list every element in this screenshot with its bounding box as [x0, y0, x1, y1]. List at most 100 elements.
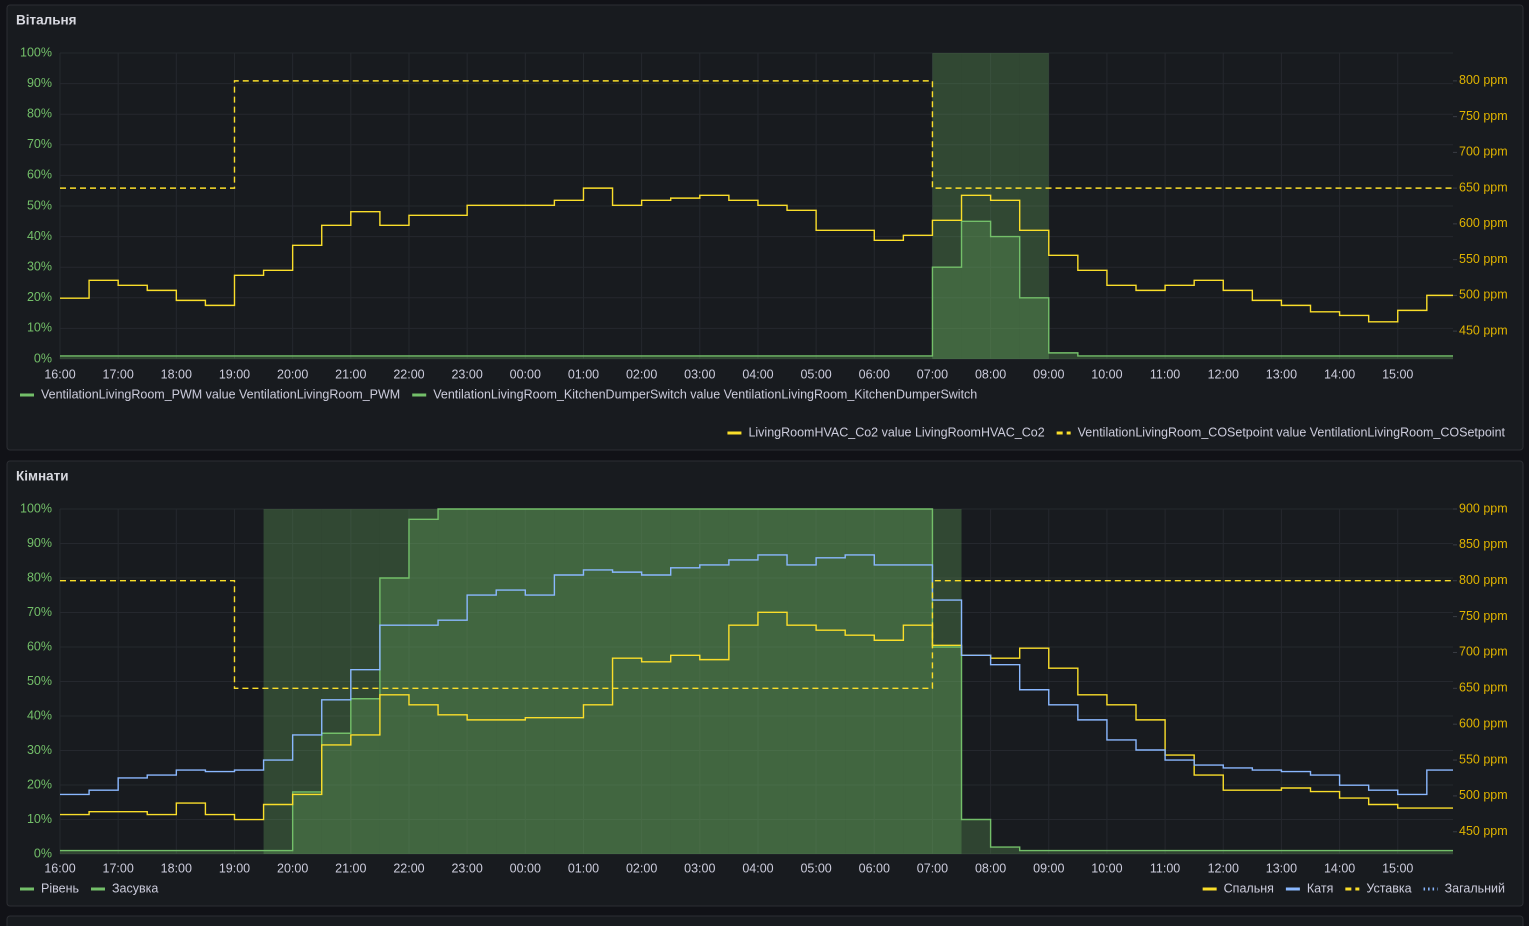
x-tick-label: 16:00 [44, 367, 75, 381]
y-tick-label: 0% [34, 846, 52, 860]
x-tick-label: 19:00 [219, 367, 250, 381]
x-tick-label: 11:00 [1150, 861, 1180, 875]
band [438, 509, 468, 854]
x-tick-label: 23:00 [451, 861, 482, 875]
y2-tick-label: 700 ppm [1459, 645, 1508, 659]
x-tick-label: 17:00 [103, 367, 134, 381]
y2-tick-label: 450 ppm [1459, 824, 1508, 838]
legend-label: Катя [1307, 881, 1333, 895]
x-tick-label: 11:00 [1150, 367, 1180, 381]
y-tick-label: 90% [27, 536, 52, 550]
y-tick-label: 100% [20, 501, 52, 515]
band [670, 509, 700, 854]
legend-label: Спальня [1224, 881, 1274, 895]
x-tick-label: 22:00 [393, 367, 424, 381]
series-line [60, 187, 1453, 323]
area-fill [60, 509, 1453, 854]
x-tick-label: 15:00 [1382, 367, 1413, 381]
y2-tick-label: 600 ppm [1459, 216, 1508, 230]
x-tick-label: 10:00 [1091, 367, 1122, 381]
y-tick-label: 30% [27, 743, 52, 757]
legend-label: LivingRoomHVAC_Co2 value LivingRoomHVAC_… [748, 425, 1044, 439]
band [816, 509, 846, 854]
y-tick-label: 100% [20, 45, 52, 59]
panel [6, 460, 1524, 907]
band [932, 509, 962, 854]
x-tick-label: 00:00 [510, 367, 541, 381]
x-tick-label: 06:00 [859, 367, 890, 381]
panel [6, 915, 1524, 926]
panel-title: Вітальня [16, 13, 77, 28]
y-tick-label: 90% [27, 76, 52, 90]
band [961, 53, 991, 359]
x-tick-label: 04:00 [742, 367, 773, 381]
series-line [60, 80, 1453, 189]
x-tick-label: 00:00 [510, 861, 541, 875]
band [379, 509, 409, 854]
band [263, 509, 293, 854]
band [292, 509, 322, 854]
legend-label: VentilationLivingRoom_PWM value Ventilat… [41, 387, 400, 401]
band [350, 509, 380, 854]
band [845, 509, 875, 854]
x-tick-label: 02:00 [626, 367, 657, 381]
x-tick-label: 18:00 [161, 367, 192, 381]
x-tick-label: 09:00 [1033, 861, 1064, 875]
y-tick-label: 70% [27, 605, 52, 619]
x-tick-label: 12:00 [1208, 367, 1239, 381]
y-tick-label: 40% [27, 229, 52, 243]
x-tick-label: 13:00 [1266, 861, 1297, 875]
legend-label: Рівень [41, 881, 79, 895]
x-tick-label: 22:00 [393, 861, 424, 875]
x-tick-label: 21:00 [335, 367, 366, 381]
x-tick-label: 01:00 [568, 367, 599, 381]
y-tick-label: 40% [27, 708, 52, 722]
y2-tick-label: 800 ppm [1459, 73, 1508, 87]
band [321, 509, 351, 854]
y-tick-label: 60% [27, 639, 52, 653]
x-tick-label: 04:00 [742, 861, 773, 875]
band [932, 53, 962, 359]
x-tick-label: 01:00 [568, 861, 599, 875]
series-line [60, 554, 1453, 796]
x-tick-label: 18:00 [161, 861, 192, 875]
band [554, 509, 584, 854]
series-line [60, 580, 1453, 690]
x-tick-label: 07:00 [917, 367, 948, 381]
y2-tick-label: 550 ppm [1459, 252, 1508, 266]
x-tick-label: 05:00 [800, 861, 831, 875]
y2-tick-label: 800 ppm [1459, 573, 1508, 587]
y-tick-label: 80% [27, 570, 52, 584]
band [728, 509, 758, 854]
x-tick-label: 20:00 [277, 367, 308, 381]
x-tick-label: 05:00 [800, 367, 831, 381]
legend-label: Уставка [1366, 881, 1411, 895]
y-tick-label: 50% [27, 198, 52, 212]
y2-tick-label: 700 ppm [1459, 145, 1508, 159]
y-tick-label: 50% [27, 674, 52, 688]
panel [6, 4, 1524, 451]
x-tick-label: 19:00 [219, 861, 250, 875]
x-tick-label: 08:00 [975, 861, 1006, 875]
x-tick-label: 21:00 [335, 861, 366, 875]
y2-tick-label: 750 ppm [1459, 109, 1508, 123]
y-tick-label: 0% [34, 351, 52, 365]
band [903, 509, 933, 854]
y-tick-label: 20% [27, 777, 52, 791]
legend-label: VentilationLivingRoom_KitchenDumperSwitc… [433, 387, 977, 401]
band [787, 509, 817, 854]
legend-label: VentilationLivingRoom_COSetpoint value V… [1078, 425, 1506, 439]
y-tick-label: 80% [27, 106, 52, 120]
band [525, 509, 555, 854]
band [641, 509, 671, 854]
legend-label: Загальний [1445, 881, 1505, 895]
legend-label: Засувка [112, 881, 158, 895]
band [496, 509, 526, 854]
x-tick-label: 02:00 [626, 861, 657, 875]
x-tick-label: 17:00 [103, 861, 134, 875]
y-tick-label: 20% [27, 290, 52, 304]
y-tick-label: 60% [27, 168, 52, 182]
band [874, 509, 904, 854]
